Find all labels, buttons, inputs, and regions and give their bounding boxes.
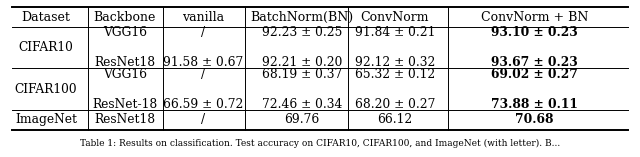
Text: 91.84 ± 0.21: 91.84 ± 0.21	[355, 27, 435, 39]
Text: 92.21 ± 0.20: 92.21 ± 0.20	[262, 56, 342, 69]
Text: VGG16: VGG16	[103, 27, 147, 39]
Text: 72.46 ± 0.34: 72.46 ± 0.34	[262, 97, 342, 111]
Text: 73.88 ± 0.11: 73.88 ± 0.11	[491, 97, 578, 111]
Text: ResNet18: ResNet18	[94, 113, 156, 126]
Text: /: /	[202, 113, 205, 126]
Text: 66.59 ± 0.72: 66.59 ± 0.72	[163, 97, 244, 111]
Text: Dataset: Dataset	[22, 11, 70, 24]
Text: 92.12 ± 0.32: 92.12 ± 0.32	[355, 56, 435, 69]
Text: CIFAR100: CIFAR100	[15, 83, 77, 96]
Text: 69.76: 69.76	[284, 113, 320, 126]
Text: CIFAR10: CIFAR10	[19, 41, 74, 54]
Text: 93.67 ± 0.23: 93.67 ± 0.23	[491, 56, 578, 69]
Text: Backbone: Backbone	[93, 11, 156, 24]
Text: 91.58 ± 0.67: 91.58 ± 0.67	[163, 56, 244, 69]
Text: 70.68: 70.68	[515, 113, 554, 126]
Text: Table 1: Results on classification. Test accuracy on CIFAR10, CIFAR100, and Imag: Table 1: Results on classification. Test…	[80, 139, 560, 148]
Text: ConvNorm + BN: ConvNorm + BN	[481, 11, 588, 24]
Text: BatchNorm(BN): BatchNorm(BN)	[250, 11, 354, 24]
Text: 65.32 ± 0.12: 65.32 ± 0.12	[355, 68, 435, 81]
Text: /: /	[202, 68, 205, 81]
Text: ConvNorm: ConvNorm	[360, 11, 429, 24]
Text: ImageNet: ImageNet	[15, 113, 77, 126]
Text: 68.19 ± 0.37: 68.19 ± 0.37	[262, 68, 342, 81]
Text: VGG16: VGG16	[103, 68, 147, 81]
Text: 66.12: 66.12	[377, 113, 413, 126]
Text: vanilla: vanilla	[182, 11, 225, 24]
Text: 69.02 ± 0.27: 69.02 ± 0.27	[491, 68, 578, 81]
Text: 68.20 ± 0.27: 68.20 ± 0.27	[355, 97, 435, 111]
Text: ResNet18: ResNet18	[94, 56, 156, 69]
Text: /: /	[202, 27, 205, 39]
Text: 93.10 ± 0.23: 93.10 ± 0.23	[491, 27, 578, 39]
Text: ResNet-18: ResNet-18	[92, 97, 157, 111]
Text: 92.23 ± 0.25: 92.23 ± 0.25	[262, 27, 342, 39]
